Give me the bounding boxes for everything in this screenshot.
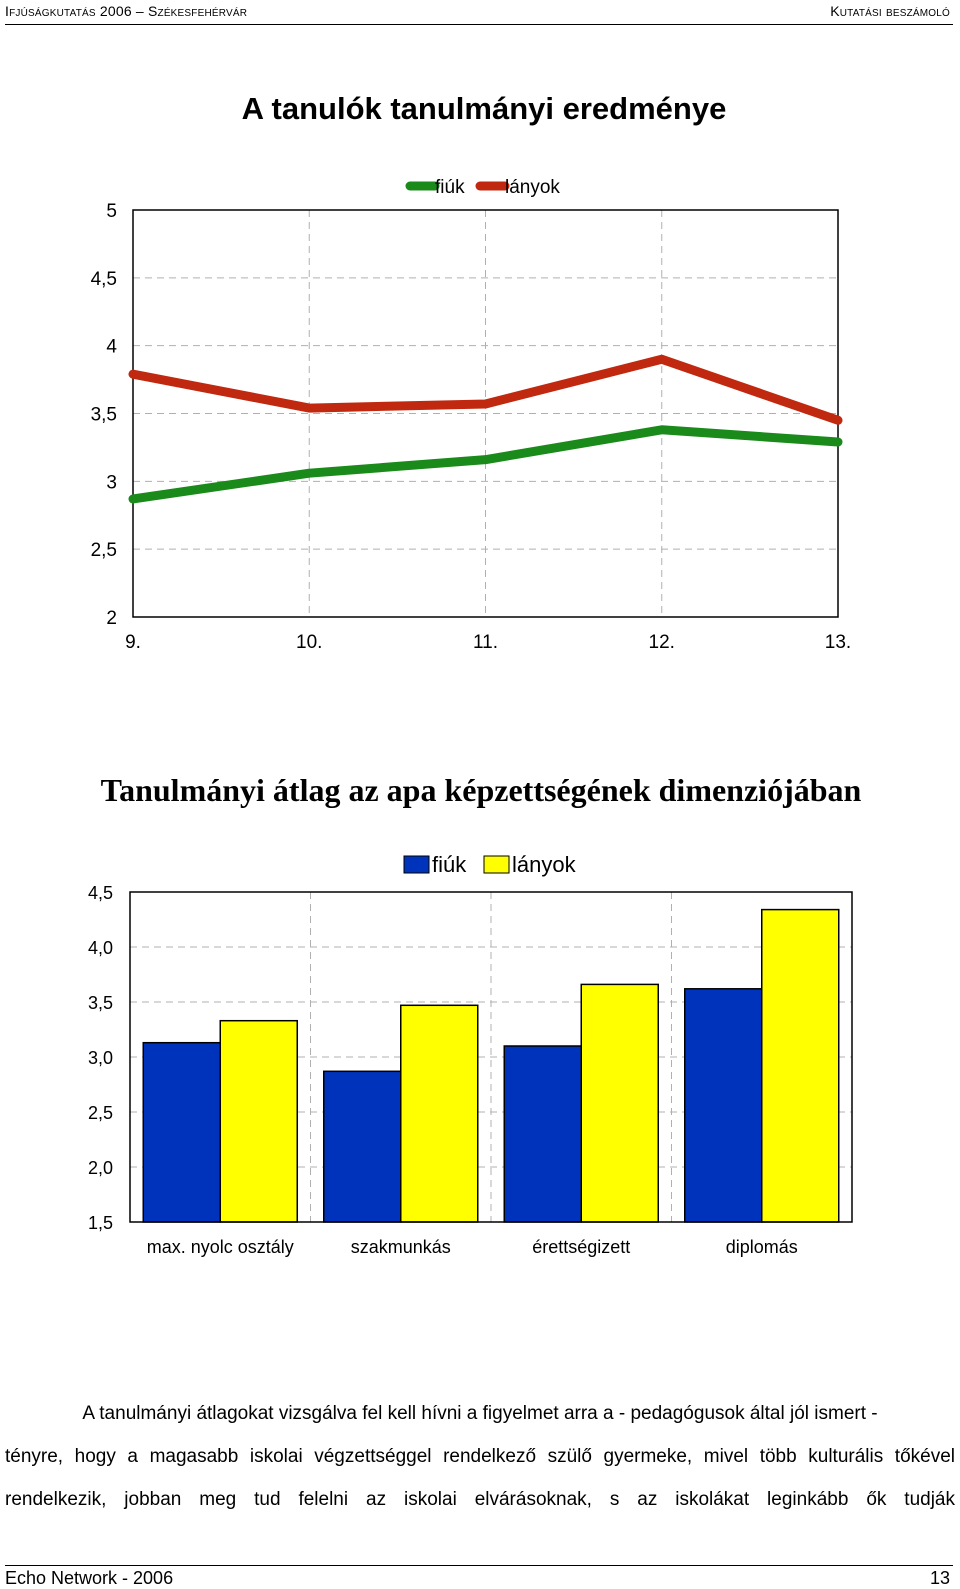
bar xyxy=(400,1004,479,1223)
y-tick-label: 3,5 xyxy=(91,405,117,426)
header-divider xyxy=(5,24,953,25)
paragraph-line: A tanulmányi átlagokat vizsgálva fel kel… xyxy=(82,1403,878,1424)
chart-title: Tanulmányi átlag az apa képzettségének d… xyxy=(101,772,862,808)
bar xyxy=(503,1045,582,1223)
chart-title: A tanulók tanulmányi eredménye xyxy=(242,91,727,126)
legend-swatch xyxy=(403,855,430,874)
paragraph-line: tényre, hogy a magasabb iskolai végzetts… xyxy=(5,1446,955,1467)
legend-label: fiúk xyxy=(432,852,467,877)
bar-chart: Tanulmányi átlag az apa képzettségének d… xyxy=(88,772,862,1257)
y-tick-label: 3,0 xyxy=(88,1048,113,1068)
x-tick-label: max. nyolc osztály xyxy=(147,1237,294,1257)
footer-divider xyxy=(5,1565,953,1566)
x-tick-label: 13. xyxy=(825,632,851,653)
bar xyxy=(761,908,840,1223)
legend-label: lányok xyxy=(512,852,577,877)
legend-label: lányok xyxy=(505,177,560,198)
y-tick-label: 4 xyxy=(106,337,117,358)
y-tick-label: 2,5 xyxy=(91,540,117,561)
x-tick-label: 12. xyxy=(649,632,675,653)
paragraph: A tanulmányi átlagokat vizsgálva fel kel… xyxy=(5,1392,955,1521)
x-tick-label: szakmunkás xyxy=(351,1237,451,1257)
y-tick-label: 4,5 xyxy=(91,269,117,290)
x-tick-label: 9. xyxy=(125,632,141,653)
page-number: 13 xyxy=(929,1568,950,1588)
series-line xyxy=(128,425,843,504)
bar xyxy=(323,1070,402,1223)
page-header: Ifjúságkutatás 2006 – Székesfehérvár Kut… xyxy=(0,0,960,26)
y-tick-label: 2 xyxy=(106,608,117,629)
bar xyxy=(219,1019,298,1223)
y-tick-label: 2,5 xyxy=(88,1103,113,1123)
y-tick-label: 3 xyxy=(106,472,117,493)
y-tick-label: 2,0 xyxy=(88,1158,113,1178)
y-tick-label: 4,5 xyxy=(88,883,113,903)
bar xyxy=(684,988,763,1223)
plot-area xyxy=(132,209,839,618)
y-tick-label: 5 xyxy=(106,201,117,222)
x-tick-label: 11. xyxy=(473,632,498,653)
footer-left-text: Echo Network - 2006 xyxy=(5,1568,174,1588)
y-tick-label: 4,0 xyxy=(88,938,113,958)
bar xyxy=(142,1041,221,1223)
legend-label: fiúk xyxy=(435,177,465,198)
plot-area xyxy=(129,891,853,1223)
y-tick-label: 3,5 xyxy=(88,993,113,1013)
x-tick-label: diplomás xyxy=(726,1237,798,1257)
x-tick-label: 10. xyxy=(296,632,322,653)
header-left-text: Ifjúságkutatás 2006 – Székesfehérvár xyxy=(5,3,248,19)
x-tick-label: érettségizett xyxy=(532,1237,630,1257)
bar xyxy=(580,983,659,1223)
line-chart: A tanulók tanulmányi eredménye 2 2,5 3 3,5 4 4… xyxy=(91,91,852,653)
series-line xyxy=(128,354,843,425)
paragraph-line: rendelkezik, jobban meg tud felelni az i… xyxy=(5,1489,955,1510)
legend-swatch xyxy=(483,855,510,874)
header-right-text: Kutatási beszámoló xyxy=(830,3,950,19)
y-tick-label: 1,5 xyxy=(88,1213,113,1233)
